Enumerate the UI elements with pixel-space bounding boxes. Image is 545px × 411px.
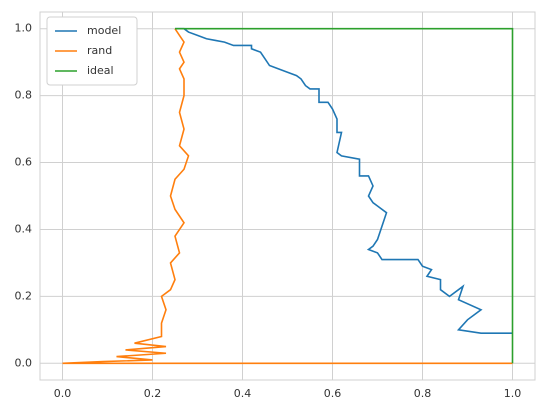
legend-box (46, 16, 138, 86)
line-series (62, 28, 513, 365)
y-tick-label: 1.0 (15, 22, 33, 35)
y-tick-label: 0.0 (15, 356, 33, 369)
y-tick-label: 0.8 (15, 89, 33, 102)
x-tick-label: 1.0 (504, 387, 522, 400)
plot-frame (39, 11, 536, 381)
x-tick-label: 0.6 (324, 387, 342, 400)
x-tick-label: 0.4 (234, 387, 252, 400)
y-tick-label: 0.6 (15, 156, 33, 169)
x-tick-label: 0.2 (144, 387, 162, 400)
y-tick-label: 0.2 (15, 289, 33, 302)
line-series (175, 27, 514, 364)
x-tick-label: 0.0 (54, 387, 72, 400)
x-tick-label: 0.8 (414, 387, 432, 400)
legend-label: rand (87, 44, 112, 57)
legend-label: ideal (87, 64, 114, 77)
y-tick-label: 0.4 (15, 222, 33, 235)
line-series (175, 27, 513, 334)
legend-label: model (87, 24, 121, 37)
